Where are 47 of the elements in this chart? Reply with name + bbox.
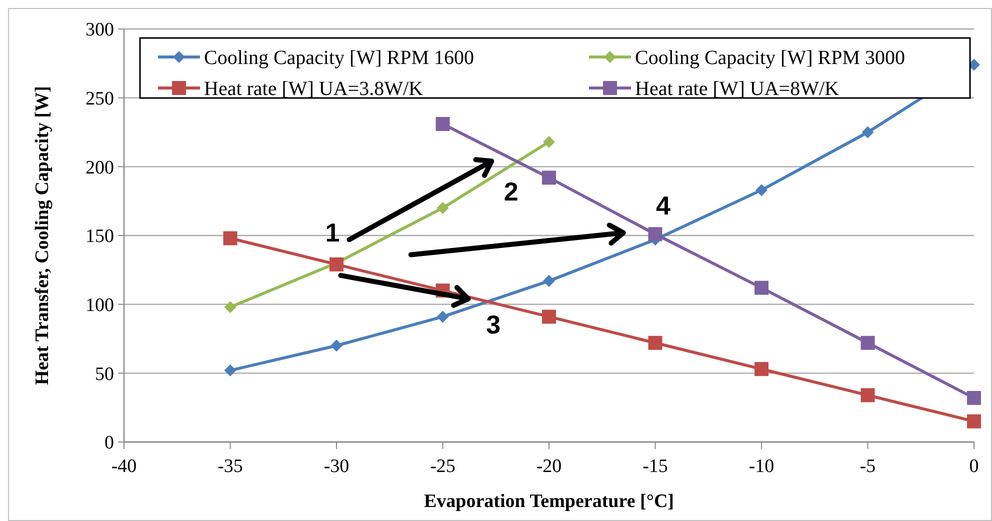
- point: [436, 202, 449, 214]
- point: [860, 336, 875, 350]
- x-tick-label: 0: [969, 456, 979, 477]
- legend-label: Cooling Capacity [W] RPM 1600: [204, 47, 474, 69]
- point: [436, 116, 450, 131]
- point: [648, 227, 662, 242]
- x-tick-label: -25: [430, 456, 456, 477]
- x-tick-label: -10: [748, 456, 774, 477]
- legend-label: Heat rate [W] UA=8W/K: [635, 78, 840, 100]
- x-tick-label: -15: [642, 456, 668, 477]
- point: [543, 274, 555, 287]
- x-tick-label: -35: [218, 456, 243, 477]
- point: [542, 170, 556, 185]
- annotation: 1: [325, 218, 340, 248]
- point: [648, 336, 662, 350]
- point: [754, 280, 768, 295]
- x-axis-title: Evaporation Temperature [°C]: [424, 491, 674, 512]
- y-tick-label: 150: [86, 226, 114, 248]
- point: [862, 126, 874, 138]
- point: [860, 388, 875, 402]
- y-tick-label: 0: [104, 432, 114, 454]
- point: [436, 310, 449, 323]
- annotation: 3: [486, 310, 501, 340]
- annotation: 2: [504, 176, 518, 206]
- legend-label: Heat rate [W] UA=3.8W/K: [204, 78, 424, 100]
- point: [756, 184, 768, 196]
- legend-label: Cooling Capacity [W] RPM 3000: [635, 47, 905, 69]
- y-axis-title: Heat Transfer, Cooling Capacity [W]: [32, 86, 53, 385]
- point: [224, 301, 236, 314]
- point: [224, 364, 236, 376]
- y-tick-label: 250: [86, 88, 114, 110]
- point: [754, 362, 768, 376]
- point: [330, 340, 342, 352]
- y-tick-label: 100: [86, 294, 114, 316]
- x-tick-label: -20: [536, 456, 562, 477]
- point: [542, 310, 556, 324]
- y-tick-label: 200: [86, 157, 114, 178]
- annotation: 4: [656, 190, 672, 221]
- point: [223, 231, 238, 246]
- point: [967, 414, 981, 428]
- y-tick-label: 300: [86, 20, 114, 41]
- point: [543, 136, 555, 148]
- x-tick-label: -40: [111, 456, 137, 477]
- x-tick-label: -5: [860, 456, 876, 477]
- x-tick-label: -30: [324, 456, 350, 477]
- point: [967, 390, 981, 405]
- y-tick-label: 50: [95, 364, 114, 385]
